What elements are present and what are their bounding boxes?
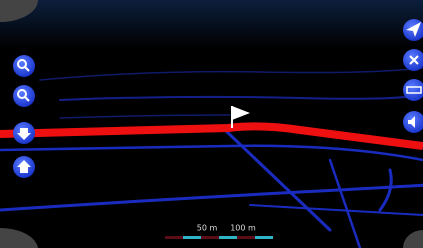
scale-label: 100 m: [230, 224, 256, 233]
zoom-in-button[interactable]: [13, 55, 35, 77]
sky: [0, 0, 423, 48]
navigation-map: 50 m 100 m: [0, 0, 423, 248]
scale-label: 50 m: [197, 224, 218, 233]
zoom-out-button[interactable]: [13, 85, 35, 107]
